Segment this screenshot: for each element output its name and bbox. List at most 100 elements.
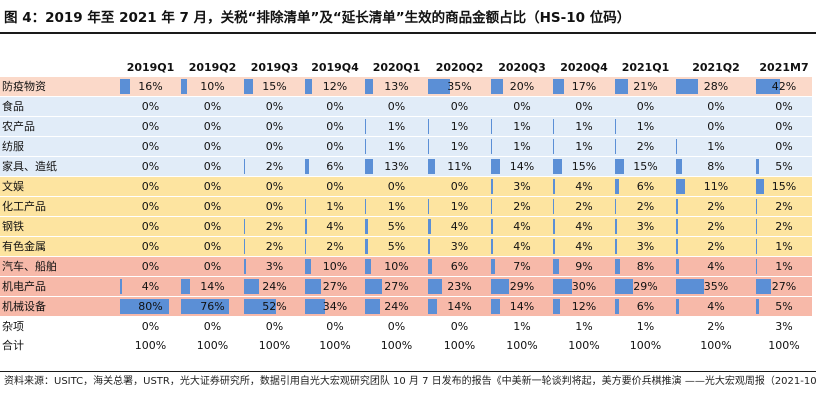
value-cell: 100%: [615, 336, 676, 355]
row-label: 机电产品: [0, 276, 120, 297]
bottom-rule: [0, 371, 816, 372]
cell-value: 10%: [322, 260, 348, 273]
cell-value: 3%: [775, 320, 793, 333]
data-bar: [756, 259, 757, 274]
data-bar: [244, 299, 276, 314]
value-cell: 80%: [120, 296, 181, 317]
value-cell: 16%: [120, 77, 181, 97]
data-bar: [615, 179, 619, 194]
value-cell: 5%: [365, 216, 428, 237]
cell-value: 2%: [575, 200, 593, 213]
data-bar: [756, 299, 759, 314]
value-cell: 4%: [553, 236, 615, 257]
data-bar: [491, 79, 504, 94]
cell-value: 10%: [200, 80, 225, 93]
cell-value: 2%: [707, 220, 725, 233]
data-bar: [491, 219, 494, 234]
column-header: 2019Q4: [311, 61, 359, 74]
table-row: 汽车、船舶 0% 0% 3% 10% 10% 6% 7% 9% 8% 4% 1%: [0, 256, 812, 277]
cell-value: 100%: [568, 339, 600, 352]
data-bar: [365, 79, 374, 94]
data-bar: [365, 139, 366, 154]
value-cell: 2%: [756, 196, 812, 217]
cell-value: 20%: [509, 80, 535, 93]
value-cell: 0%: [244, 176, 305, 197]
data-bar: [756, 239, 757, 254]
data-bar: [428, 299, 437, 314]
cell-value: 14%: [509, 300, 535, 313]
data-bar: [553, 199, 555, 214]
cell-value: 24%: [384, 300, 409, 313]
data-bar: [120, 79, 130, 94]
value-cell: 1%: [428, 196, 491, 217]
data-bar: [244, 239, 246, 254]
data-bar: [244, 159, 246, 174]
value-cell: 1%: [553, 116, 615, 137]
value-cell: 2%: [244, 156, 305, 177]
value-cell: 4%: [428, 216, 491, 237]
cell-value: 0%: [265, 320, 284, 333]
cell-value: 0%: [326, 100, 344, 113]
row-label: 化工产品: [0, 196, 120, 217]
data-bar: [120, 299, 169, 314]
data-bar: [491, 279, 509, 294]
cell-value: 100%: [319, 339, 351, 352]
cell-value: 35%: [447, 80, 472, 93]
cell-value: 1%: [775, 260, 793, 273]
cell-value: 17%: [571, 80, 597, 93]
value-cell: 0%: [181, 156, 244, 177]
data-bar: [305, 199, 306, 214]
data-bar: [491, 199, 493, 214]
row-label: 钢铁: [0, 216, 120, 237]
data-bar: [676, 179, 685, 194]
cell-value: 2%: [265, 160, 284, 173]
cell-value: 1%: [707, 140, 725, 153]
table-row: 有色金属 0% 0% 2% 2% 5% 3% 4% 4% 3% 2% 1%: [0, 236, 812, 257]
cell-value: 3%: [636, 240, 655, 253]
cell-value: 0%: [141, 220, 160, 233]
value-cell: 30%: [553, 276, 615, 297]
value-cell: 23%: [428, 276, 491, 297]
cell-value: 0%: [141, 260, 160, 273]
value-cell: 34%: [305, 296, 365, 317]
cell-value: 1%: [450, 140, 469, 153]
value-cell: 3%: [756, 317, 812, 337]
value-cell: 0%: [756, 116, 812, 137]
cell-value: 23%: [447, 280, 472, 293]
value-cell: 0%: [615, 96, 676, 117]
value-cell: 28%: [676, 77, 756, 97]
value-cell: 6%: [615, 296, 676, 317]
data-bar: [615, 199, 617, 214]
cell-value: 0%: [141, 100, 160, 113]
data-bar: [615, 219, 617, 234]
value-cell: 0%: [244, 116, 305, 137]
table-row: 机电产品 4% 14% 24% 27% 27% 23% 29% 30% 29% 35% 27%: [0, 276, 812, 297]
cell-value: 5%: [387, 240, 406, 253]
cell-value: 4%: [326, 220, 344, 233]
value-cell: 24%: [365, 296, 428, 317]
cell-value: 1%: [387, 140, 406, 153]
cell-value: 0%: [265, 140, 284, 153]
cell-value: 4%: [707, 300, 725, 313]
cell-value: 1%: [513, 140, 531, 153]
cell-value: 0%: [450, 100, 469, 113]
cell-value: 15%: [771, 180, 797, 193]
value-cell: 14%: [181, 276, 244, 297]
value-cell: 0%: [120, 196, 181, 217]
cell-value: 0%: [203, 240, 222, 253]
cell-value: 34%: [322, 300, 348, 313]
data-bar: [120, 279, 123, 294]
data-bar: [553, 259, 559, 274]
cell-value: 9%: [575, 260, 593, 273]
cell-value: 30%: [571, 280, 597, 293]
data-bar: [491, 239, 494, 254]
cell-value: 15%: [571, 160, 597, 173]
data-bar: [553, 239, 556, 254]
data-bar: [756, 79, 780, 94]
cell-value: 14%: [447, 300, 472, 313]
cell-value: 27%: [384, 280, 409, 293]
cell-value: 1%: [575, 140, 593, 153]
value-cell: 4%: [120, 276, 181, 297]
cell-value: 100%: [196, 339, 229, 352]
cell-value: 0%: [203, 200, 222, 213]
